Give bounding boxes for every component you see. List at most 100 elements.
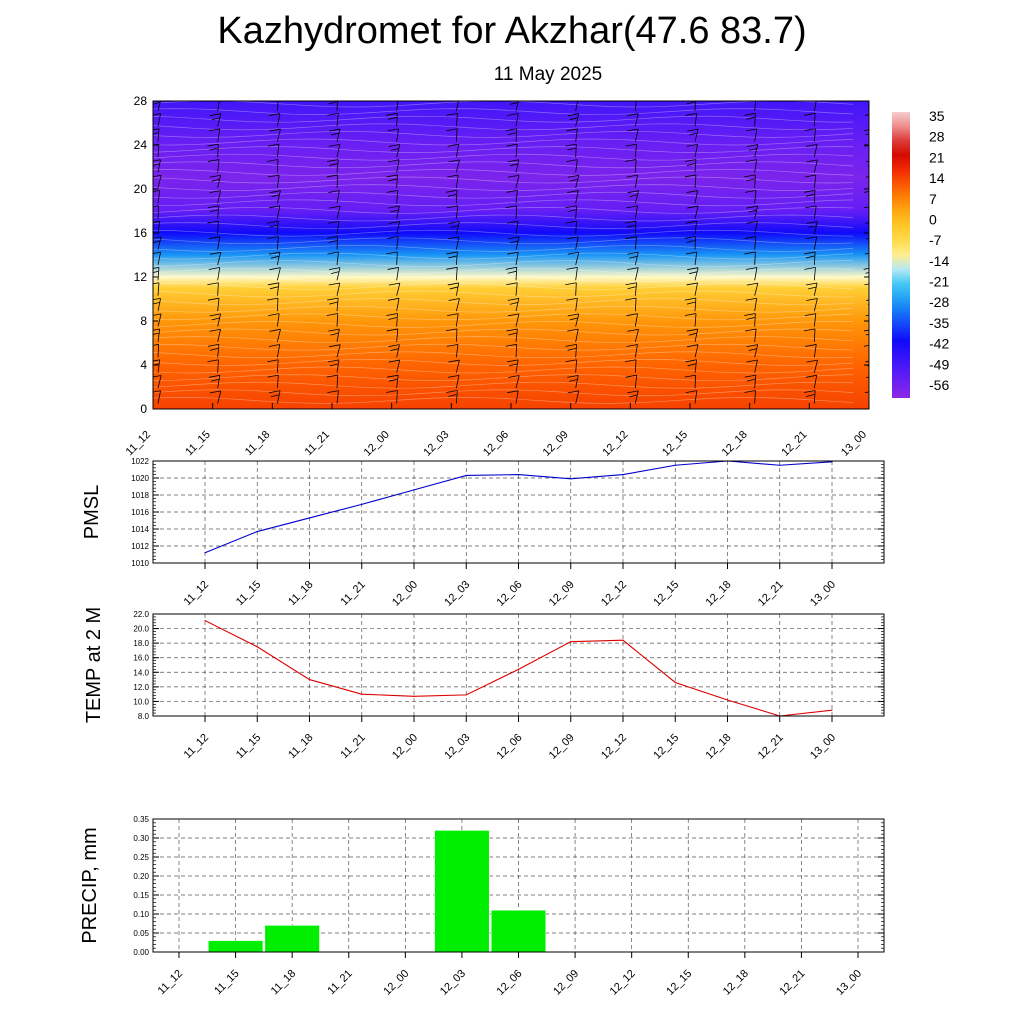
wind-barb-feather bbox=[865, 176, 869, 178]
wind-barb-feather bbox=[329, 344, 341, 348]
wind-barb-feather bbox=[565, 343, 577, 347]
wind-barb-feather bbox=[746, 205, 758, 209]
wind-barb-feather bbox=[804, 313, 816, 316]
contour-line bbox=[153, 153, 854, 161]
temp-panel: 8.0 10.0 12.0 14.0 16.0 18.0 20.0 22.0 11_12 11_1… bbox=[83, 607, 885, 762]
wind-barb-feather bbox=[153, 301, 160, 305]
wind-barb bbox=[754, 128, 758, 142]
y-tick-label: 1012 bbox=[131, 542, 149, 551]
x-tick-label: 12_12 bbox=[599, 732, 629, 762]
wind-barb-feather bbox=[685, 113, 697, 116]
wind-barb-feather bbox=[805, 236, 817, 240]
wind-barb bbox=[813, 190, 816, 204]
x-tick-label: 12_18 bbox=[704, 732, 734, 762]
wind-barb-feather bbox=[447, 313, 459, 317]
y-tick-label: 8 bbox=[140, 314, 147, 328]
wind-barb bbox=[276, 101, 279, 111]
wind-barb-feather bbox=[211, 117, 221, 121]
contour-line bbox=[153, 267, 854, 275]
wind-barb bbox=[276, 174, 280, 188]
wind-barb-feather bbox=[626, 313, 638, 317]
contour-line bbox=[153, 381, 854, 389]
wind-barb-feather bbox=[327, 297, 339, 301]
wind-barb-feather bbox=[627, 286, 636, 290]
wind-barb-feather bbox=[687, 205, 699, 209]
wind-barb-feather bbox=[804, 251, 816, 255]
page-subtitle: 11 May 2025 bbox=[493, 64, 603, 85]
wind-barb bbox=[575, 236, 579, 250]
wind-barb-feather bbox=[863, 267, 869, 270]
wind-barb-feather bbox=[386, 313, 398, 316]
wind-barb-feather bbox=[803, 189, 816, 193]
wind-barb-feather bbox=[266, 159, 279, 162]
wind-barb-feather bbox=[567, 174, 579, 178]
wind-barb bbox=[575, 128, 578, 142]
wind-barb-feather bbox=[865, 272, 869, 274]
wind-barb-feather bbox=[624, 159, 637, 162]
wind-barb-feather bbox=[447, 374, 460, 378]
wind-barb-feather bbox=[746, 317, 755, 320]
wind-barb-feather bbox=[865, 222, 869, 224]
wind-barb-feather bbox=[446, 344, 458, 347]
wind-barb bbox=[515, 221, 519, 235]
wind-barb bbox=[874, 391, 876, 404]
wind-barb-feather bbox=[387, 128, 399, 132]
wind-barb-feather bbox=[626, 224, 636, 228]
x-tick-label: 12_03 bbox=[421, 429, 451, 459]
wind-barb bbox=[157, 205, 160, 219]
colorbar-label: -42 bbox=[929, 336, 949, 352]
wind-barb-feather bbox=[746, 344, 758, 348]
wind-barb bbox=[336, 298, 339, 312]
wind-barb bbox=[455, 128, 458, 142]
wind-barb bbox=[455, 328, 458, 342]
wind-barb-feather bbox=[626, 205, 638, 209]
data-point bbox=[517, 474, 520, 476]
wind-barb-feather bbox=[268, 251, 281, 255]
wind-barb-feather bbox=[207, 143, 219, 147]
wind-barb-feather bbox=[207, 359, 219, 363]
data-point bbox=[465, 694, 467, 696]
heatmap-panel: 0 4 8 12 16 20 24 28 11_12 11_15 11_18 11_21 12_00 12… bbox=[124, 94, 876, 459]
wind-barb bbox=[575, 313, 580, 327]
wind-barb bbox=[396, 159, 400, 173]
wind-barb-feather bbox=[328, 128, 341, 132]
wind-barb bbox=[813, 221, 818, 235]
wind-barb-feather bbox=[805, 374, 817, 378]
wind-barb-feather bbox=[567, 147, 576, 151]
wind-barb bbox=[336, 128, 341, 142]
x-tick-label: 12_18 bbox=[721, 968, 751, 998]
wind-barb-feather bbox=[803, 328, 816, 332]
wind-barb bbox=[276, 313, 280, 327]
wind-barb-feather bbox=[209, 347, 219, 351]
wind-barb-feather bbox=[629, 194, 638, 198]
wind-barb-feather bbox=[748, 348, 757, 352]
wind-barb-feather bbox=[328, 240, 337, 243]
wind-barb-feather bbox=[746, 378, 756, 382]
wind-barb bbox=[754, 190, 757, 204]
wind-barb bbox=[813, 251, 816, 265]
contour-line bbox=[153, 283, 854, 290]
wind-barb-feather bbox=[569, 178, 579, 182]
wind-barb-feather bbox=[689, 271, 698, 275]
wind-barb-feather bbox=[209, 174, 221, 178]
wind-barb bbox=[515, 375, 520, 389]
wind-barb-feather bbox=[505, 343, 517, 347]
y-axis-label: PMSL bbox=[81, 485, 103, 539]
wind-barb-feather bbox=[805, 143, 818, 147]
wind-barb bbox=[157, 359, 161, 373]
y-tick-label: 0 bbox=[140, 402, 147, 416]
data-point bbox=[361, 503, 363, 505]
x-tick-label: 12_00 bbox=[381, 968, 411, 998]
wind-barb-feather bbox=[207, 297, 220, 301]
x-tick-label: 13_00 bbox=[808, 579, 838, 609]
wind-barb-feather bbox=[745, 159, 757, 163]
wind-barb bbox=[813, 390, 816, 404]
contour-line bbox=[153, 146, 854, 153]
wind-barb bbox=[276, 113, 281, 127]
wind-barb-feather bbox=[153, 390, 161, 393]
wind-barb-feather bbox=[507, 313, 520, 317]
wind-barb-feather bbox=[507, 359, 519, 363]
wind-barb bbox=[813, 375, 818, 389]
colorbar-label: 21 bbox=[929, 149, 945, 165]
